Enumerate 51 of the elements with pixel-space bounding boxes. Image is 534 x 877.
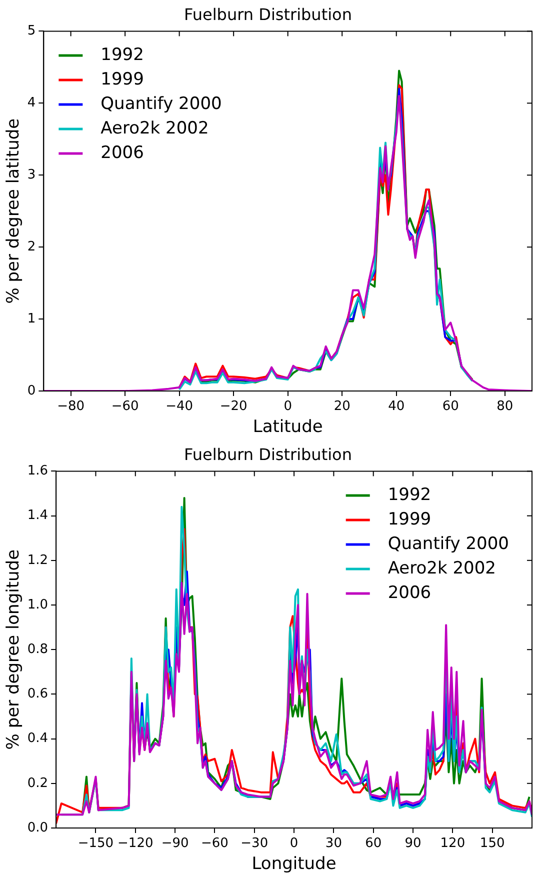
x-tick-label: 120 bbox=[440, 836, 466, 852]
y-tick-label: 5 bbox=[27, 24, 36, 39]
x-tick-label: 60 bbox=[365, 836, 382, 852]
x-tick-label: −120 bbox=[118, 836, 154, 852]
legend-label: Quantify 2000 bbox=[100, 94, 222, 114]
legend-label: Quantify 2000 bbox=[388, 534, 510, 554]
legend-label: 2006 bbox=[388, 582, 432, 603]
x-tick-label: −150 bbox=[78, 836, 114, 852]
x-tick-label: 40 bbox=[388, 399, 405, 414]
x-tick-label: 20 bbox=[334, 399, 350, 414]
legend-label: 1999 bbox=[100, 69, 144, 90]
y-tick-label: 1.2 bbox=[27, 552, 48, 568]
x-tick-label: 150 bbox=[480, 836, 505, 852]
legend-label: 1992 bbox=[388, 484, 432, 505]
x-tick-label: −90 bbox=[161, 836, 189, 852]
y-tick-label: 1.0 bbox=[27, 597, 48, 612]
y-tick-label: 1.4 bbox=[27, 508, 48, 524]
x-tick-label: −40 bbox=[166, 399, 194, 414]
x-tick-label: 30 bbox=[325, 836, 342, 852]
y-tick-label: 0.0 bbox=[27, 820, 48, 836]
y-tick-label: 1 bbox=[27, 311, 36, 326]
x-tick-label: −60 bbox=[111, 399, 139, 414]
x-axis-title: Latitude bbox=[252, 417, 323, 438]
x-tick-label: −20 bbox=[220, 399, 248, 414]
chart-title: Fuelburn Distribution bbox=[184, 444, 352, 464]
legend-label: Aero2k 2002 bbox=[388, 558, 496, 578]
x-tick-label: 0 bbox=[284, 399, 292, 414]
x-tick-label: −80 bbox=[57, 399, 85, 414]
y-tick-label: 0.6 bbox=[27, 686, 48, 702]
x-tick-label: 90 bbox=[404, 836, 422, 852]
x-tick-label: 80 bbox=[496, 399, 514, 414]
x-axis-title: Longitude bbox=[252, 854, 336, 874]
x-tick-label: 60 bbox=[442, 399, 459, 414]
legend-label: 2006 bbox=[100, 142, 144, 163]
y-tick-label: 0.8 bbox=[27, 642, 48, 657]
x-tick-label: −30 bbox=[240, 836, 268, 852]
y-tick-label: 0.2 bbox=[27, 776, 48, 791]
legend-label: 1999 bbox=[388, 509, 432, 530]
y-axis-title: % per degree longitude bbox=[4, 549, 24, 750]
x-tick-label: −60 bbox=[200, 836, 228, 852]
y-tick-label: 1.6 bbox=[27, 464, 48, 479]
legend-label: Aero2k 2002 bbox=[100, 118, 209, 138]
chart-title: Fuelburn Distribution bbox=[184, 4, 352, 24]
y-axis-title: % per degree latitude bbox=[4, 118, 24, 304]
y-tick-label: 3 bbox=[27, 167, 36, 182]
y-tick-label: 0 bbox=[27, 383, 36, 398]
y-tick-label: 2 bbox=[27, 239, 36, 254]
legend-label: 1992 bbox=[100, 44, 144, 65]
y-tick-label: 0.4 bbox=[27, 731, 48, 746]
x-tick-label: 0 bbox=[290, 836, 298, 852]
y-tick-label: 4 bbox=[27, 96, 36, 111]
